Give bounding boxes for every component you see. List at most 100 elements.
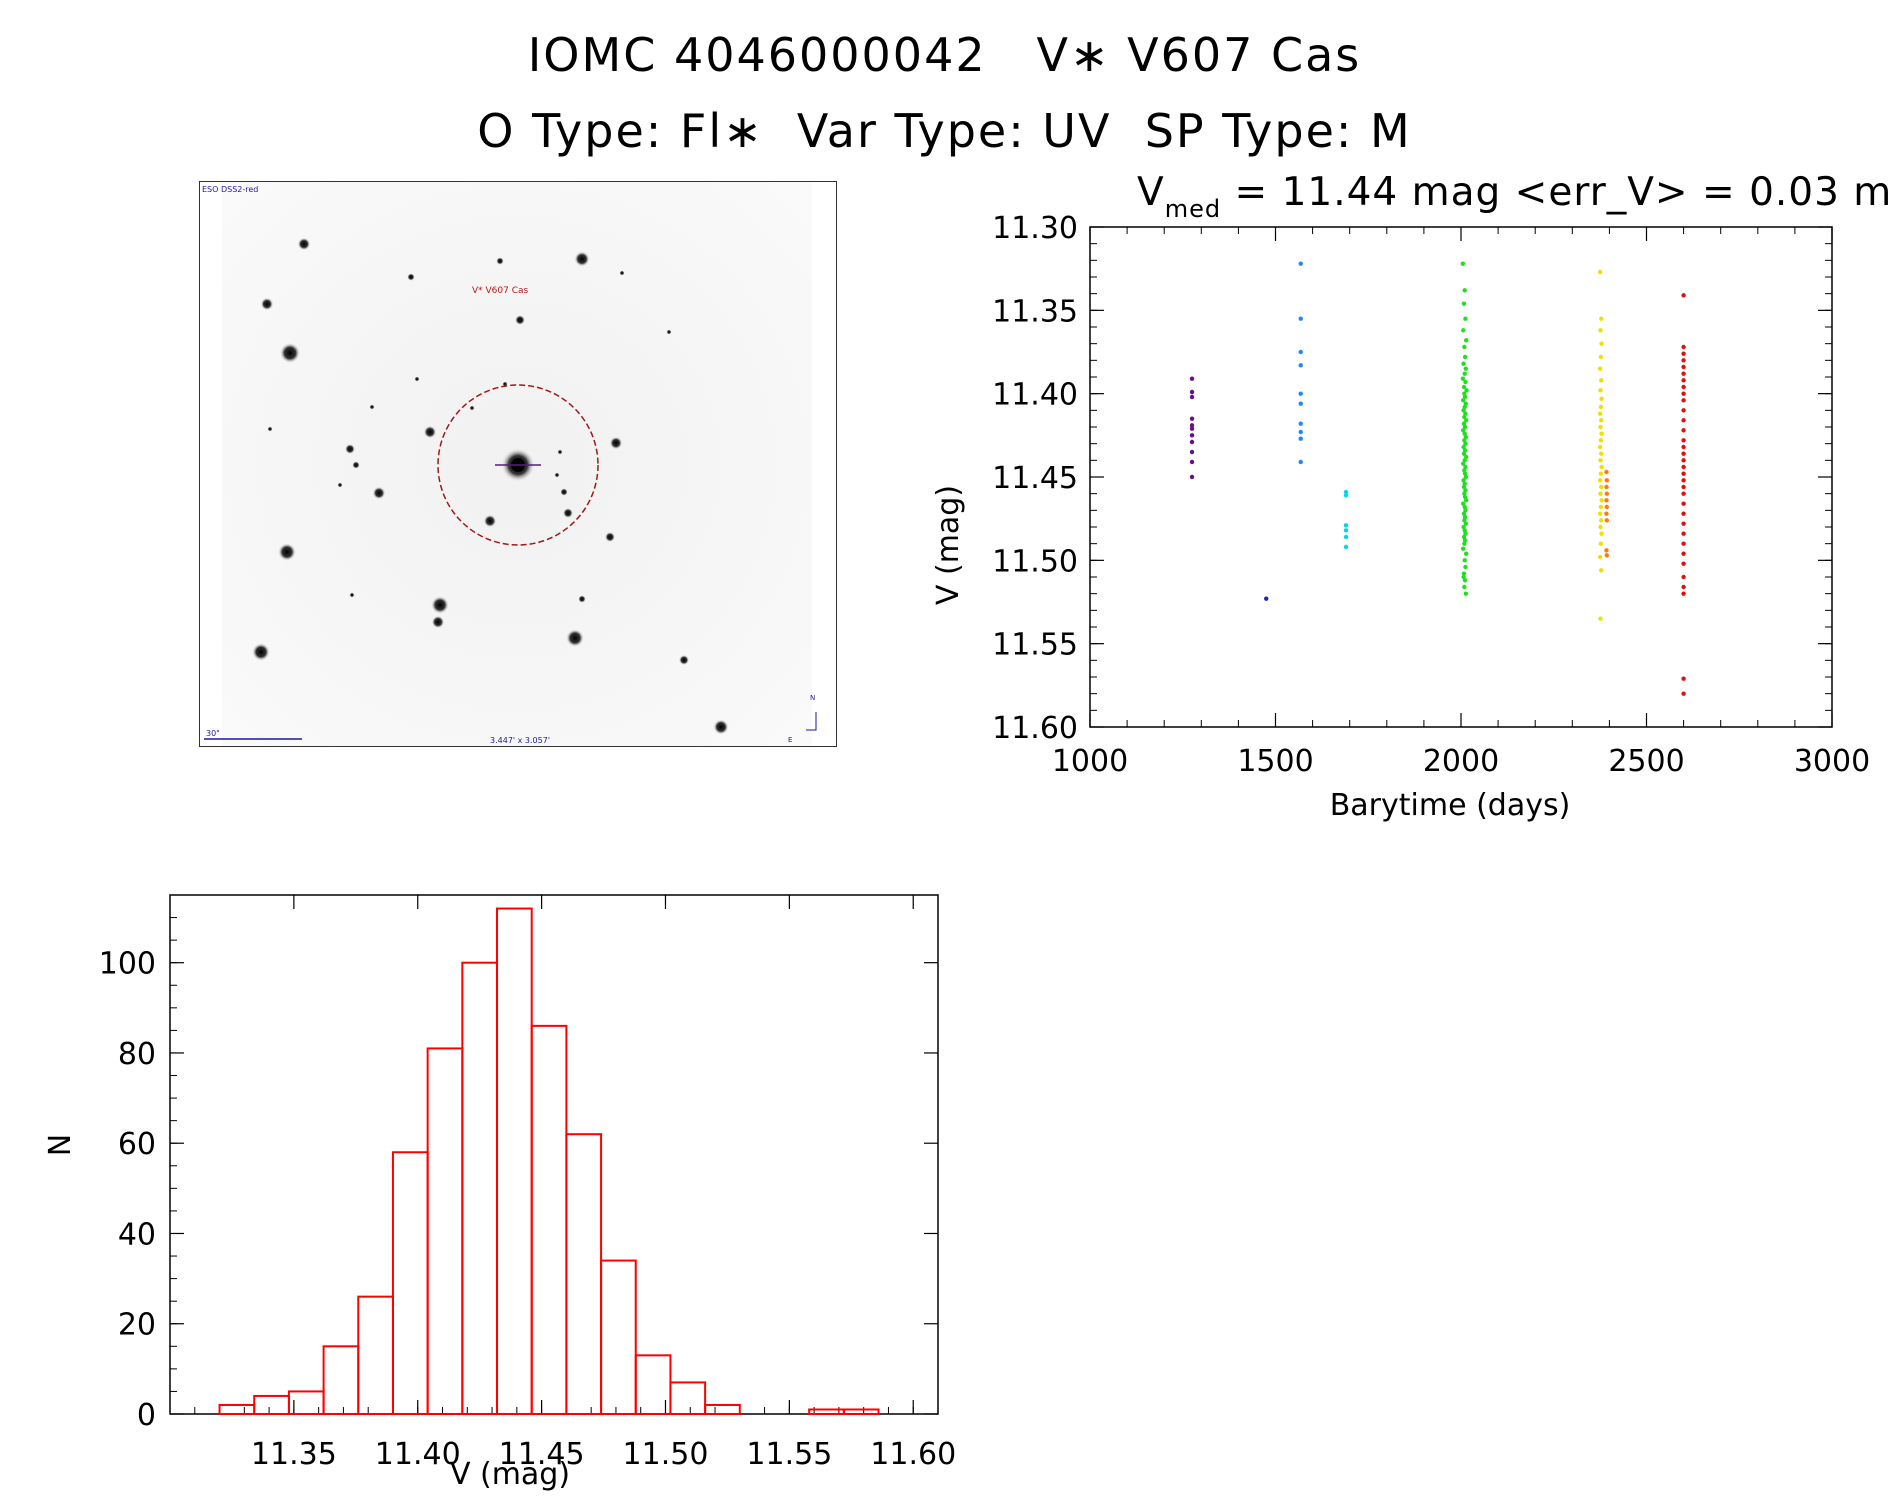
data-point [1681, 444, 1686, 450]
data-point [1298, 401, 1303, 406]
data-point [1598, 471, 1604, 476]
data-point [1599, 568, 1604, 573]
histogram-bar [704, 1403, 741, 1416]
data-point [1599, 451, 1604, 456]
data-point [1681, 451, 1686, 456]
data-point [1462, 481, 1467, 486]
data-point [1298, 261, 1303, 266]
light-curve-title-prefix: V [1137, 175, 1165, 215]
data-point [1189, 426, 1195, 431]
data-point [1681, 344, 1686, 350]
data-point [1461, 421, 1467, 426]
data-point [1604, 518, 1610, 523]
north-label: N [810, 694, 815, 702]
data-point [1189, 439, 1195, 445]
data-point [1604, 553, 1610, 558]
data-point [1462, 391, 1467, 396]
chart-title-line1: IOMC 4046000042 V∗ V607 Cas [527, 28, 1362, 82]
data-point [1462, 528, 1467, 533]
data-point [1463, 338, 1469, 343]
data-point [1597, 554, 1603, 560]
y-tick-label: 11.45 [992, 461, 1078, 496]
data-point [1599, 484, 1604, 490]
data-point [1461, 328, 1466, 333]
data-point [1461, 408, 1466, 413]
data-point [1298, 363, 1303, 368]
data-point [1597, 269, 1603, 275]
data-point [1461, 574, 1466, 580]
data-point [1681, 676, 1686, 681]
light-curve-points [1189, 261, 1686, 696]
data-point [1681, 551, 1686, 556]
data-point [1461, 384, 1467, 390]
data-point [1681, 293, 1686, 298]
field-star [267, 426, 273, 432]
data-point [1599, 518, 1604, 523]
field-star [562, 507, 574, 519]
data-point [1681, 584, 1686, 590]
field-star [469, 405, 475, 411]
data-point [1597, 444, 1603, 450]
data-point [1298, 459, 1303, 465]
data-point [1461, 534, 1467, 540]
data-point [1463, 564, 1468, 570]
data-point [1681, 464, 1686, 470]
data-point [1599, 498, 1604, 503]
data-point [1597, 411, 1603, 416]
data-point [1599, 418, 1604, 423]
data-point [1462, 541, 1467, 546]
data-point [1604, 498, 1609, 503]
data-point [1681, 521, 1686, 526]
field-star [277, 542, 297, 562]
data-point [1599, 464, 1604, 470]
data-point [1461, 451, 1467, 456]
field-star [666, 329, 672, 335]
data-point [1681, 384, 1686, 390]
y-tick-label: 100 [99, 947, 156, 982]
data-point [1343, 528, 1349, 533]
survey-label: ESO DSS2-red [202, 185, 258, 194]
data-point [1462, 538, 1468, 543]
data-point [1343, 493, 1349, 498]
data-point [1681, 491, 1686, 496]
histogram-bar [322, 1345, 360, 1416]
data-point [1462, 578, 1468, 583]
data-point [1461, 428, 1466, 433]
data-point [1598, 616, 1603, 621]
data-point [1681, 541, 1686, 546]
field-star [574, 251, 590, 267]
y-tick-label: 40 [118, 1217, 156, 1252]
x-tick-label: 11.35 [251, 1437, 337, 1472]
field-star [349, 592, 355, 598]
y-tick-label: 60 [118, 1127, 156, 1162]
y-tick-label: 80 [118, 1037, 156, 1072]
data-point [1681, 511, 1686, 516]
target-circle [437, 384, 599, 546]
data-point [1298, 429, 1303, 435]
data-point [1463, 474, 1469, 480]
data-point [1463, 418, 1469, 423]
data-point [1462, 431, 1467, 436]
data-point [1681, 408, 1686, 413]
data-point [1298, 349, 1303, 355]
data-point [1461, 478, 1466, 483]
light-curve-title: Vmed = 11.44 mag <err_V> = 0.03 mag [1137, 175, 1889, 223]
data-point [1681, 574, 1686, 580]
x-tick-label: 3000 [1794, 744, 1870, 779]
field-star [609, 436, 623, 450]
field-star [407, 273, 415, 281]
data-point [1461, 361, 1466, 366]
data-point [1189, 474, 1195, 480]
x-tick-label: 2500 [1608, 744, 1684, 779]
data-point [1462, 514, 1468, 520]
data-point [1598, 541, 1604, 546]
data-point [1462, 471, 1468, 476]
data-point [1462, 518, 1467, 523]
data-point [1461, 301, 1467, 306]
data-point [1463, 454, 1469, 460]
data-point [1343, 534, 1349, 540]
data-point [1681, 418, 1686, 423]
field-star [369, 404, 375, 410]
data-point [1462, 491, 1467, 496]
light-curve-title-rest: = 11.44 mag <err_V> = 0.03 mag [1221, 175, 1889, 215]
